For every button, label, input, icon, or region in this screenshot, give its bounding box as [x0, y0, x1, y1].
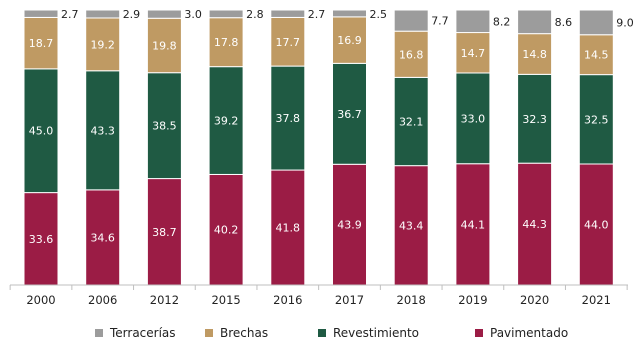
- bar-segment-terracerias-2006: [85, 9, 121, 19]
- data-label-pavimentado-2018: 43.4: [399, 219, 424, 232]
- data-label-revestimiento-2020: 32.3: [522, 113, 547, 126]
- data-label-brechas-2012: 19.8: [152, 39, 177, 52]
- x-tick-label-2017: 2017: [335, 293, 364, 307]
- data-label-pavimentado-2021: 44.0: [584, 219, 609, 232]
- legend: Terracerías Brechas Revestimiento Pavimenta…: [95, 326, 568, 340]
- data-label-terracerias-2000: 2.7: [61, 8, 79, 21]
- bar-segment-pavimentado-2000: [23, 192, 59, 286]
- bar-segment-brechas-2018: [393, 30, 429, 78]
- data-label-brechas-2019: 14.7: [461, 47, 486, 60]
- data-label-terracerias-2015: 2.8: [246, 8, 264, 21]
- data-label-revestimiento-2016: 37.8: [276, 112, 301, 125]
- bar-segment-revestimiento-2019: [455, 72, 491, 165]
- bar-segment-brechas-2020: [517, 33, 553, 75]
- bar-segment-revestimiento-2015: [208, 66, 244, 175]
- bar-segment-pavimentado-2021: [578, 163, 614, 286]
- x-tick-label-2019: 2019: [458, 293, 487, 307]
- bar-segment-brechas-2006: [85, 17, 121, 72]
- bar-segment-pavimentado-2017: [332, 163, 367, 286]
- data-label-pavimentado-2015: 40.2: [214, 224, 239, 237]
- data-label-pavimentado-2020: 44.3: [522, 218, 547, 231]
- x-tick-label-2020: 2020: [520, 293, 549, 307]
- data-label-revestimiento-2017: 36.7: [337, 108, 362, 121]
- bar-segment-revestimiento-2012: [146, 72, 182, 180]
- legend-swatch-revestimiento: [318, 329, 326, 337]
- data-label-revestimiento-2000: 45.0: [29, 125, 54, 138]
- data-label-revestimiento-2012: 38.5: [152, 120, 177, 133]
- data-label-terracerias-2018: 7.7: [431, 15, 449, 28]
- data-label-pavimentado-2006: 34.6: [90, 231, 115, 244]
- x-tick-label-2006: 2006: [88, 293, 117, 307]
- bar-segment-brechas-2019: [455, 32, 491, 74]
- legend-swatch-pavimentado: [475, 329, 483, 337]
- data-label-terracerias-2021: 9.0: [616, 16, 634, 29]
- bar-segment-terracerias-2019: [455, 9, 491, 34]
- data-label-brechas-2016: 17.7: [276, 36, 301, 49]
- legend-swatch-terracerias: [95, 329, 103, 337]
- data-label-revestimiento-2019: 33.0: [461, 112, 486, 125]
- bar-segment-terracerias-2012: [146, 9, 182, 19]
- data-label-brechas-2020: 14.8: [522, 48, 547, 61]
- bar-segment-terracerias-2000: [23, 9, 59, 18]
- bar-segment-revestimiento-2000: [23, 68, 59, 194]
- legend-label-terracerias: Terracerías: [109, 326, 176, 340]
- x-tick-label-2012: 2012: [150, 293, 179, 307]
- data-label-pavimentado-2012: 38.7: [152, 226, 177, 239]
- data-label-terracerias-2006: 2.9: [123, 8, 141, 21]
- bar-segment-terracerias-2016: [270, 9, 306, 18]
- x-tick-label-2000: 2000: [26, 293, 55, 307]
- x-tick-label-2015: 2015: [211, 293, 240, 307]
- data-label-brechas-2017: 16.9: [337, 34, 362, 47]
- bar-segment-pavimentado-2020: [517, 162, 553, 286]
- bar-segment-brechas-2016: [270, 16, 306, 67]
- data-label-pavimentado-2017: 43.9: [337, 219, 362, 232]
- bar-segment-terracerias-2017: [332, 9, 367, 18]
- data-label-terracerias-2019: 8.2: [493, 15, 511, 28]
- data-label-terracerias-2017: 2.5: [370, 8, 388, 21]
- bar-segment-brechas-2017: [332, 16, 367, 64]
- data-label-terracerias-2012: 3.0: [184, 8, 202, 21]
- x-axis-ticks: 2000 2006 2012 2015 2016 2017 2018 2019 2020 2021: [9, 285, 628, 307]
- legend-label-brechas: Brechas: [220, 326, 268, 340]
- bar-segment-terracerias-2015: [208, 9, 244, 19]
- bars-layer: 33.6 45.0 18.7 2.7 34.6 43.3 19.2 2.9 38.7 38.5 19…: [23, 8, 634, 286]
- data-label-revestimiento-2021: 32.5: [584, 113, 609, 126]
- bar-segment-revestimiento-2006: [85, 70, 121, 191]
- data-label-brechas-2021: 14.5: [584, 49, 609, 62]
- bar-segment-revestimiento-2021: [578, 74, 614, 165]
- data-label-pavimentado-2016: 41.8: [276, 222, 301, 235]
- data-label-pavimentado-2019: 44.1: [461, 218, 486, 231]
- bar-segment-terracerias-2020: [517, 9, 553, 35]
- bar-segment-brechas-2015: [208, 17, 244, 68]
- bar-segment-pavimentado-2006: [85, 189, 121, 286]
- data-label-terracerias-2020: 8.6: [555, 16, 573, 29]
- data-label-brechas-2018: 16.8: [399, 48, 424, 61]
- data-label-brechas-2015: 17.8: [214, 36, 239, 49]
- bar-segment-revestimiento-2018: [393, 76, 429, 167]
- legend-label-pavimentado: Pavimentado: [490, 326, 568, 340]
- data-label-revestimiento-2015: 39.2: [214, 115, 239, 128]
- x-tick-label-2021: 2021: [582, 293, 611, 307]
- data-label-brechas-2006: 19.2: [90, 38, 115, 51]
- x-tick-label-2018: 2018: [397, 293, 426, 307]
- bar-segment-pavimentado-2018: [393, 165, 429, 286]
- bar-segment-revestimiento-2020: [517, 73, 553, 164]
- data-label-revestimiento-2006: 43.3: [90, 124, 115, 137]
- data-label-revestimiento-2018: 32.1: [399, 116, 424, 129]
- bar-segment-pavimentado-2015: [208, 173, 244, 286]
- bar-segment-terracerias-2018: [393, 9, 429, 32]
- legend-label-revestimiento: Revestimiento: [333, 326, 419, 340]
- bar-segment-revestimiento-2017: [332, 62, 367, 165]
- x-tick-label-2016: 2016: [273, 293, 302, 307]
- data-label-pavimentado-2000: 33.6: [29, 233, 54, 246]
- bar-segment-terracerias-2021: [578, 9, 614, 36]
- data-label-brechas-2000: 18.7: [29, 37, 54, 50]
- data-label-terracerias-2016: 2.7: [308, 8, 326, 21]
- legend-swatch-brechas: [205, 329, 213, 337]
- bar-segment-brechas-2012: [146, 17, 182, 74]
